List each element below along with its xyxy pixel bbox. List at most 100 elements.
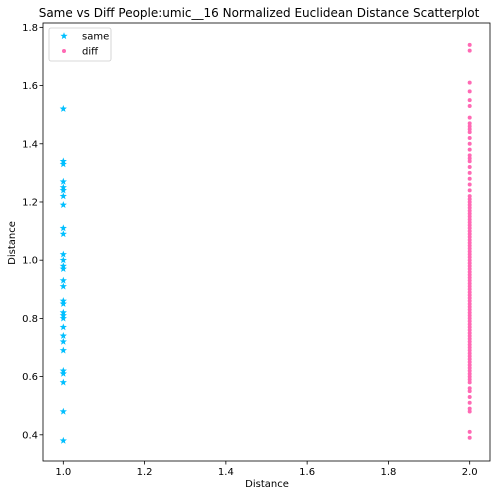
data-point-diff [467, 389, 472, 394]
data-point-same [59, 177, 67, 185]
data-point-diff [467, 176, 472, 181]
data-point-diff [467, 351, 472, 356]
data-point-diff [467, 386, 472, 391]
data-point-diff [467, 214, 472, 219]
data-point-diff [467, 159, 472, 164]
data-point-diff [467, 348, 472, 353]
legend-label-diff: diff [82, 47, 99, 58]
y-tick-label: 0.6 [22, 372, 38, 383]
data-point-diff [467, 290, 472, 295]
data-point-diff [467, 199, 472, 204]
data-point-same [59, 160, 67, 168]
data-point-same [59, 308, 67, 316]
data-point-diff [467, 333, 472, 338]
data-point-diff [467, 322, 472, 327]
data-point-diff [467, 153, 472, 158]
data-point-diff [467, 368, 472, 373]
data-point-diff [467, 42, 472, 47]
data-point-diff [467, 223, 472, 228]
data-point-diff [467, 197, 472, 202]
data-point-diff [467, 115, 472, 120]
plot-area: 1.0 1.2 1.4 1.6 1.8 2.0 0.4 0.6 0.8 1.0 1.2 1.4 1.6 1… [22, 22, 491, 478]
x-tick-label: 1.6 [299, 467, 315, 478]
data-point-diff [467, 234, 472, 239]
data-point-diff [467, 261, 472, 266]
data-point-diff [467, 313, 472, 318]
data-point-diff [467, 240, 472, 245]
plot-frame [42, 22, 491, 462]
data-point-diff [467, 400, 472, 405]
data-point-diff [467, 435, 472, 440]
data-point-diff [467, 365, 472, 370]
x-axis-label: Distance [245, 479, 289, 490]
data-point-same [59, 369, 67, 377]
data-point-diff [467, 307, 472, 312]
data-point-diff [467, 316, 472, 321]
data-point-diff [467, 202, 472, 207]
data-point-diff [467, 310, 472, 315]
data-point-diff [467, 188, 472, 193]
data-point-diff [467, 284, 472, 289]
x-tick-label: 2.0 [462, 467, 478, 478]
x-tick-label: 1.8 [380, 467, 396, 478]
data-point-diff [467, 336, 472, 341]
data-point-diff [467, 264, 472, 269]
data-point-diff [467, 275, 472, 280]
data-point-diff [467, 269, 472, 274]
data-point-diff [467, 130, 472, 135]
data-point-diff [467, 182, 472, 187]
data-point-diff [467, 296, 472, 301]
data-point-diff [467, 293, 472, 298]
data-point-diff [467, 354, 472, 359]
y-tick-label: 1.0 [22, 256, 38, 267]
data-point-same [59, 407, 67, 415]
data-point-diff [467, 127, 472, 132]
data-point-diff [467, 98, 472, 103]
data-point-diff [467, 394, 472, 399]
data-point-same [59, 323, 67, 331]
data-point-diff [467, 374, 472, 379]
data-point-same [59, 262, 67, 270]
data-point-diff [467, 170, 472, 175]
chart-title: Same vs Diff People:umic__16 Normalized … [39, 6, 480, 20]
data-point-diff [467, 135, 472, 140]
data-point-diff [467, 124, 472, 129]
legend: same diff [48, 27, 112, 62]
data-point-diff [467, 249, 472, 254]
x-tick-label: 1.4 [218, 467, 234, 478]
data-point-diff [467, 89, 472, 94]
x-tick-label: 1.0 [55, 467, 71, 478]
data-point-diff [467, 103, 472, 108]
data-point-diff [467, 121, 472, 126]
data-point-same [59, 300, 67, 307]
data-point-same [59, 256, 67, 264]
y-tick-label: 1.8 [22, 23, 38, 34]
data-point-diff [467, 252, 472, 257]
data-point-same [59, 332, 67, 339]
data-point-diff [467, 217, 472, 222]
data-point-diff [467, 301, 472, 306]
data-point-diff [467, 328, 472, 333]
data-point-same [59, 186, 67, 194]
data-point-diff [467, 362, 472, 367]
data-point-same [59, 224, 67, 232]
data-point-diff [467, 237, 472, 242]
data-point-same [59, 201, 67, 208]
data-point-diff [467, 208, 472, 213]
data-point-diff [467, 258, 472, 263]
data-point-same [59, 436, 67, 444]
data-point-same [59, 250, 67, 258]
data-point-diff [467, 229, 472, 234]
data-point-diff [467, 141, 472, 146]
data-point-diff [467, 246, 472, 251]
data-point-diff [467, 205, 472, 210]
data-point-diff [467, 165, 472, 170]
data-point-same [59, 282, 67, 290]
data-point-diff [467, 211, 472, 216]
data-point-diff [467, 330, 472, 335]
data-point-diff [467, 429, 472, 434]
data-point-same [59, 366, 67, 374]
data-point-same [59, 346, 67, 354]
data-point-same [59, 337, 67, 345]
data-point-same [59, 314, 67, 322]
